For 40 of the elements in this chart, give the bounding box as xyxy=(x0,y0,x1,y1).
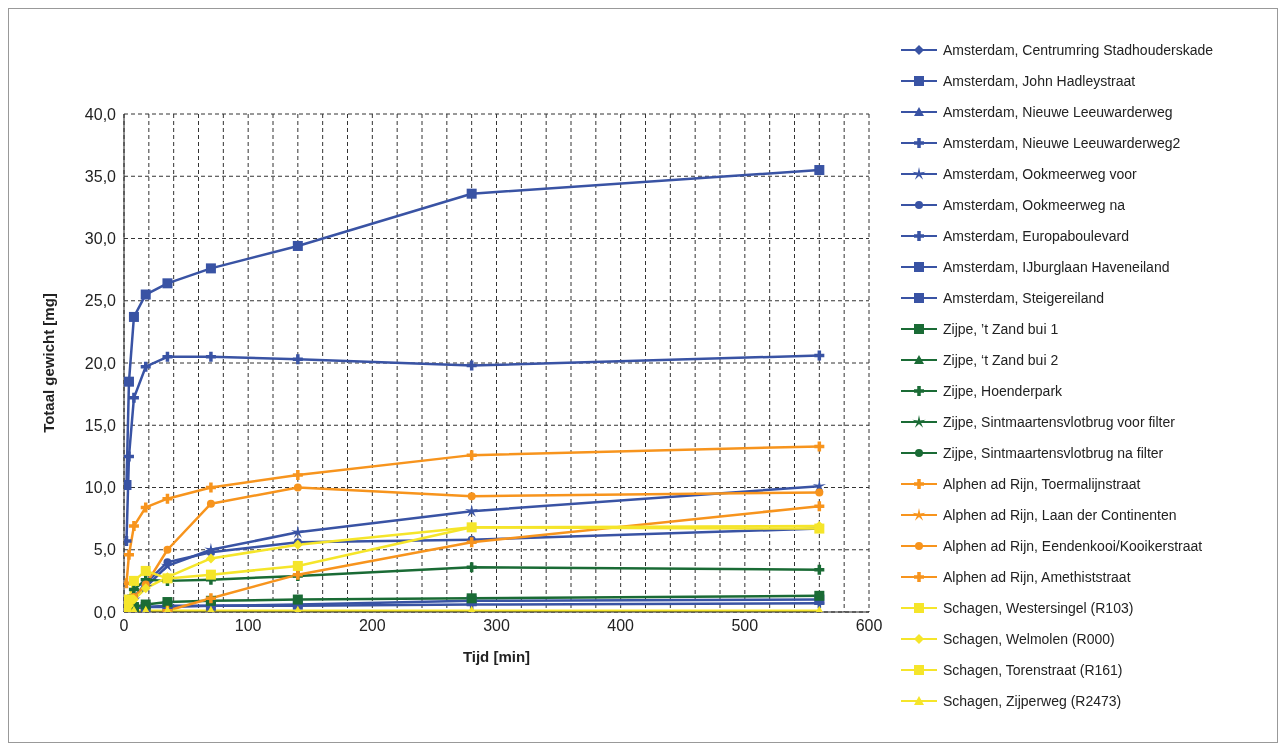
legend-label: Zijpe, ’t Zand bui 1 xyxy=(943,321,1059,337)
legend-label: Schagen, Torenstraat (R161) xyxy=(943,662,1123,678)
x-tick-label: 200 xyxy=(358,617,386,635)
x-tick-label: 600 xyxy=(855,617,883,635)
legend-label: Zijpe, Hoenderpark xyxy=(943,383,1063,399)
y-tick-label: 40,0 xyxy=(84,105,117,123)
legend-label: Alphen ad Rijn, Amethiststraat xyxy=(943,569,1131,585)
legend-label: Amsterdam, Ookmeerweg voor xyxy=(943,166,1137,182)
legend-label: Schagen, Zijperweg (R2473) xyxy=(943,693,1122,709)
y-tick-label: 0,0 xyxy=(93,603,117,621)
legend-label: Zijpe, ‘t Zand bui 2 xyxy=(943,352,1059,368)
legend-label: Zijpe, Sintmaartensvlotbrug voor filter xyxy=(943,414,1175,430)
y-tick-label: 20,0 xyxy=(84,354,117,372)
legend-label: Alphen ad Rijn, Toermalijnstraat xyxy=(943,476,1141,492)
legend-label: Amsterdam, Nieuwe Leeuwarderweg2 xyxy=(943,135,1181,151)
x-tick-label: 500 xyxy=(731,617,759,635)
legend-label: Schagen, Welmolen (R000) xyxy=(943,631,1115,647)
y-tick-label: 35,0 xyxy=(84,167,117,185)
y-tick-label: 30,0 xyxy=(84,230,117,248)
y-tick-label: 5,0 xyxy=(93,541,117,559)
y-axis-title: Totaal gewicht [mg] xyxy=(40,293,58,433)
y-tick-label: 15,0 xyxy=(84,416,117,434)
legend-label: Amsterdam, Nieuwe Leeuwarderweg xyxy=(943,104,1173,120)
legend-label: Amsterdam, Ookmeerweg na xyxy=(943,197,1126,213)
x-tick-label: 100 xyxy=(234,617,262,635)
x-tick-label: 400 xyxy=(607,617,635,635)
legend-label: Amsterdam, Steigereiland xyxy=(943,290,1105,306)
legend-label: Amsterdam, John Hadleystraat xyxy=(943,73,1136,89)
legend-label: Alphen ad Rijn, Eendenkooi/Kooikerstraat xyxy=(943,538,1203,554)
x-tick-label: 300 xyxy=(483,617,510,635)
x-axis-title: Tijd [min] xyxy=(462,648,531,665)
legend-label: Schagen, Westersingel (R103) xyxy=(943,600,1134,616)
legend-label: Amsterdam, Centrumring Stadhouderskade xyxy=(943,42,1214,58)
legend-label: Alphen ad Rijn, Laan der Continenten xyxy=(943,507,1177,523)
x-tick-label: 0 xyxy=(119,617,129,635)
legend-label: Zijpe, Sintmaartensvlotbrug na filter xyxy=(943,445,1164,461)
legend-label: Amsterdam, IJburglaan Haveneiland xyxy=(943,259,1170,275)
y-tick-label: 25,0 xyxy=(84,292,117,310)
legend-label: Amsterdam, Europaboulevard xyxy=(943,228,1129,244)
y-tick-label: 10,0 xyxy=(84,479,117,497)
